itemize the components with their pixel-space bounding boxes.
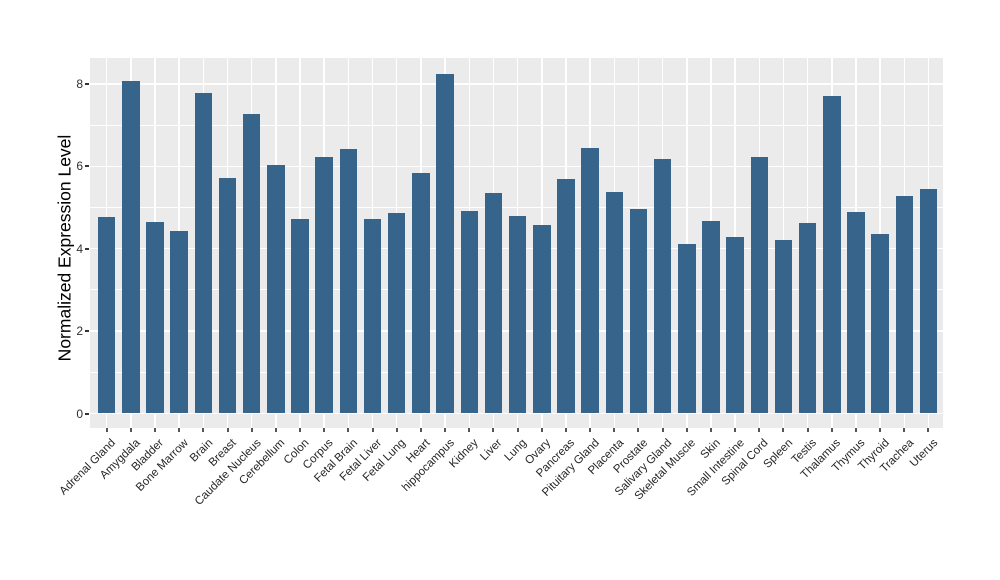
x-tick-mark (516, 428, 519, 432)
x-tick-mark (468, 428, 471, 432)
bar (750, 156, 769, 414)
x-tick-mark (540, 428, 543, 432)
x-tick-mark (564, 428, 567, 432)
x-tick-mark (734, 428, 737, 432)
y-tick-label: 0 (76, 406, 83, 421)
bar (315, 156, 333, 414)
x-tick-mark (226, 428, 229, 432)
bar (581, 147, 599, 414)
minor-gridline (90, 207, 943, 208)
bar (170, 230, 188, 414)
x-tick-mark (154, 428, 157, 432)
x-tick-mark (830, 428, 833, 432)
bar (605, 192, 624, 414)
y-tick-mark (85, 82, 89, 85)
x-tick-mark (178, 428, 181, 432)
bar (436, 73, 454, 414)
major-gridline (90, 165, 943, 168)
bar (267, 165, 285, 414)
x-tick-mark (274, 428, 277, 432)
bar (363, 219, 382, 414)
category-gridline (686, 58, 688, 428)
x-tick-mark (371, 428, 374, 432)
x-tick-mark (419, 428, 422, 432)
y-tick-label: 6 (76, 159, 83, 174)
x-tick-mark (709, 428, 712, 432)
y-tick-mark (85, 330, 89, 333)
x-tick-mark (105, 428, 108, 432)
x-tick-mark (129, 428, 132, 432)
bar (412, 173, 430, 414)
x-tick-mark (395, 428, 398, 432)
x-tick-mark (661, 428, 664, 432)
y-tick-mark (85, 165, 89, 168)
bar (557, 179, 575, 414)
bar (871, 234, 889, 414)
bar (242, 113, 261, 414)
x-tick-mark (347, 428, 350, 432)
x-tick-mark (685, 428, 688, 432)
bar (823, 96, 841, 414)
x-tick-mark (323, 428, 326, 432)
x-tick-label: Liver (478, 437, 505, 464)
bar (798, 223, 817, 414)
x-tick-mark (637, 428, 640, 432)
bar (533, 224, 551, 414)
x-tick-mark (299, 428, 302, 432)
bar (339, 149, 358, 414)
x-tick-mark (202, 428, 205, 432)
bar (702, 221, 720, 414)
y-tick-mark (85, 412, 89, 415)
x-tick-mark (806, 428, 809, 432)
x-tick-mark (444, 428, 447, 432)
x-tick-mark (903, 428, 906, 432)
bar (291, 218, 309, 414)
bar (122, 81, 140, 414)
y-tick-label: 8 (76, 76, 83, 91)
plot-panel (90, 58, 943, 428)
bar (218, 177, 237, 414)
bar (194, 92, 213, 414)
bar (919, 188, 938, 414)
x-tick-mark (927, 428, 930, 432)
x-tick-mark (758, 428, 761, 432)
major-gridline (90, 412, 943, 415)
bar (97, 216, 116, 414)
bar (387, 212, 406, 414)
y-tick-mark (85, 247, 89, 250)
x-tick-mark (879, 428, 882, 432)
x-tick-mark (613, 428, 616, 432)
x-tick-mark (854, 428, 857, 432)
major-gridline (90, 83, 943, 85)
y-tick-label: 2 (76, 324, 83, 339)
x-tick-mark (250, 428, 253, 432)
bar (460, 210, 478, 414)
x-tick-mark (492, 428, 495, 432)
bar (726, 237, 744, 414)
bar (146, 222, 164, 414)
bar (774, 240, 793, 414)
bar (629, 209, 648, 414)
minor-gridline (90, 124, 943, 126)
bar (847, 212, 865, 414)
x-tick-mark (589, 428, 592, 432)
bar (895, 195, 914, 414)
x-tick-mark (782, 428, 785, 432)
bar (678, 244, 696, 414)
y-tick-label: 4 (76, 241, 83, 256)
bar (508, 215, 527, 414)
bar (653, 159, 672, 414)
bar (484, 193, 503, 414)
